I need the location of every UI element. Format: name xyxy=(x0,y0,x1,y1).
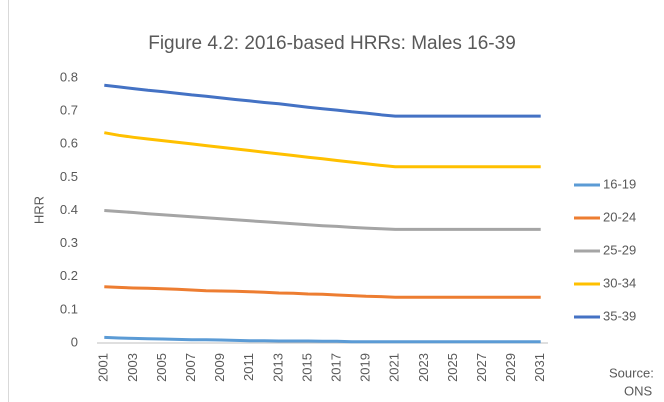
legend-label: 16-19 xyxy=(603,176,636,191)
chart-frame xyxy=(8,0,664,402)
series-line xyxy=(104,285,541,299)
x-tick-label: 2011 xyxy=(241,353,256,381)
chart-title: Figure 4.2: 2016-based HRRs: Males 16-39 xyxy=(148,33,516,54)
x-tick-label: 2027 xyxy=(474,353,489,382)
x-tick-label: 2029 xyxy=(503,353,518,382)
series-line xyxy=(104,83,541,118)
y-tick-label: 0.2 xyxy=(60,268,78,283)
series-line xyxy=(104,335,541,344)
y-tick-label: 0.4 xyxy=(60,202,78,217)
x-tick-label: 2013 xyxy=(270,353,285,382)
legend-label: 35-39 xyxy=(603,308,636,323)
y-tick-label: 0.6 xyxy=(60,136,78,151)
x-tick-label: 2003 xyxy=(125,353,140,382)
x-tick-label: 2005 xyxy=(154,353,169,382)
y-tick-label: 0.1 xyxy=(60,301,78,316)
x-tick-label: 2015 xyxy=(299,353,314,382)
legend-label: 20-24 xyxy=(603,209,636,224)
y-tick-label: 0.5 xyxy=(60,169,78,184)
x-tick-label: 2019 xyxy=(358,353,373,382)
y-tick-label: 0 xyxy=(71,334,78,349)
x-tick-label: 2031 xyxy=(532,353,547,382)
series-line xyxy=(104,131,541,169)
x-tick-label: 2023 xyxy=(416,353,431,382)
x-tick-label: 2025 xyxy=(445,353,460,382)
x-tick-label: 2021 xyxy=(387,353,402,382)
y-tick-label: 0.8 xyxy=(60,69,78,84)
legend-label: 25-29 xyxy=(603,242,636,257)
x-tick-label: 2017 xyxy=(328,353,343,382)
x-tick-label: 2001 xyxy=(96,353,111,382)
x-tick-label: 2007 xyxy=(183,353,198,382)
series-line xyxy=(104,209,541,231)
x-tick-label: 2009 xyxy=(212,353,227,382)
y-axis-label: HRR xyxy=(31,196,46,224)
annotation: Source: xyxy=(609,365,654,380)
annotation: ONS xyxy=(624,383,653,398)
y-tick-label: 0.7 xyxy=(60,103,78,118)
y-tick-label: 0.3 xyxy=(60,235,78,250)
legend-label: 30-34 xyxy=(603,275,636,290)
